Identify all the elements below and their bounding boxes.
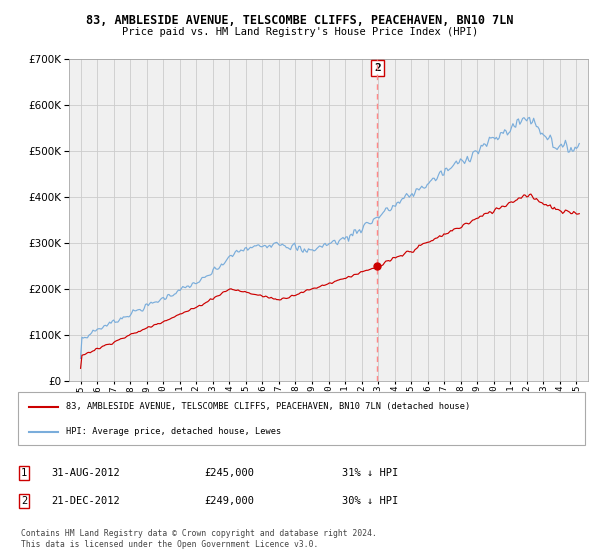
- Text: 30% ↓ HPI: 30% ↓ HPI: [342, 496, 398, 506]
- Text: 83, AMBLESIDE AVENUE, TELSCOMBE CLIFFS, PEACEHAVEN, BN10 7LN (detached house): 83, AMBLESIDE AVENUE, TELSCOMBE CLIFFS, …: [66, 403, 470, 412]
- Text: £245,000: £245,000: [204, 468, 254, 478]
- Text: 21-DEC-2012: 21-DEC-2012: [51, 496, 120, 506]
- Text: 31-AUG-2012: 31-AUG-2012: [51, 468, 120, 478]
- Text: 31% ↓ HPI: 31% ↓ HPI: [342, 468, 398, 478]
- Text: Price paid vs. HM Land Registry's House Price Index (HPI): Price paid vs. HM Land Registry's House …: [122, 27, 478, 37]
- Text: 2: 2: [21, 496, 27, 506]
- Text: 2: 2: [374, 63, 381, 73]
- Text: 1: 1: [21, 468, 27, 478]
- Text: Contains HM Land Registry data © Crown copyright and database right 2024.
This d: Contains HM Land Registry data © Crown c…: [21, 529, 377, 549]
- FancyBboxPatch shape: [18, 392, 585, 445]
- Text: HPI: Average price, detached house, Lewes: HPI: Average price, detached house, Lewe…: [66, 427, 281, 436]
- Text: 83, AMBLESIDE AVENUE, TELSCOMBE CLIFFS, PEACEHAVEN, BN10 7LN: 83, AMBLESIDE AVENUE, TELSCOMBE CLIFFS, …: [86, 14, 514, 27]
- Text: £249,000: £249,000: [204, 496, 254, 506]
